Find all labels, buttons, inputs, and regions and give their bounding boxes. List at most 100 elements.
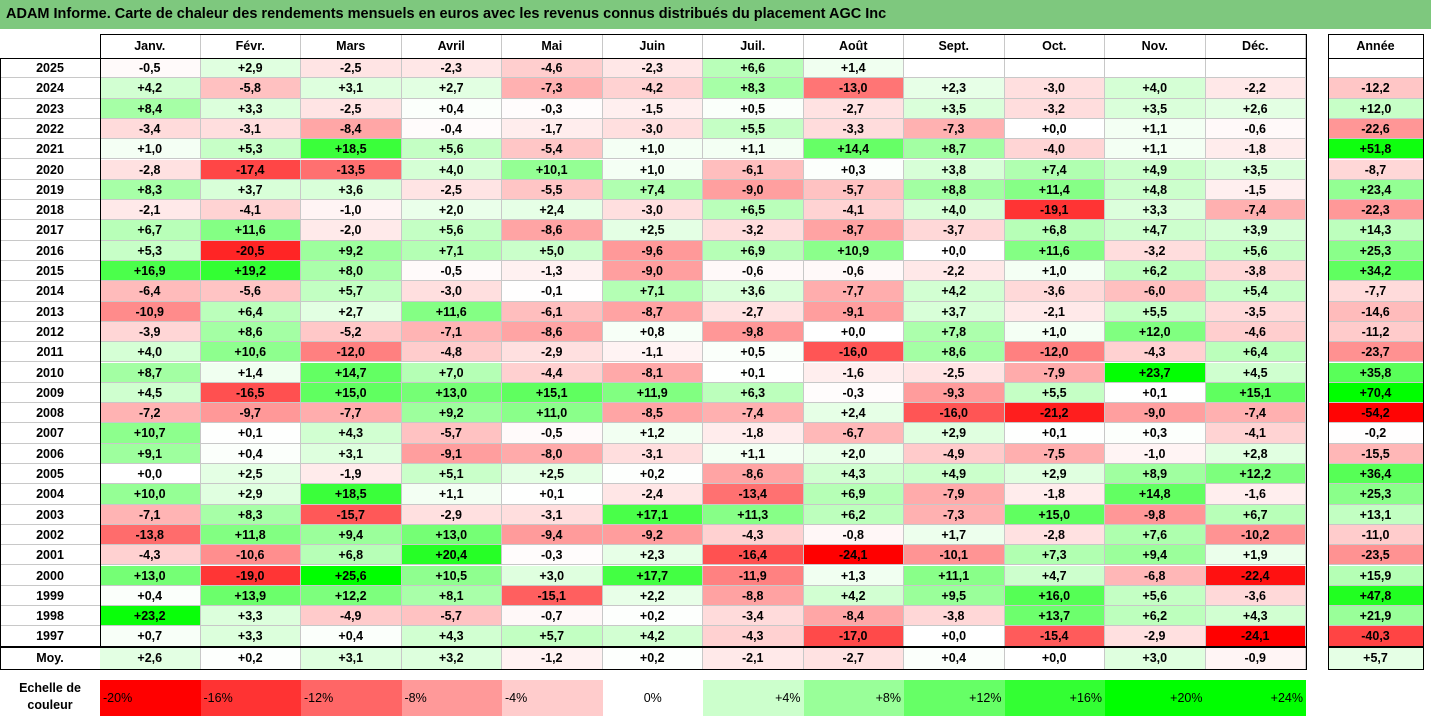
heatmap-cell: -2,8 [100,159,201,180]
heatmap-cell: +5,6 [1205,240,1306,261]
color-scale-step: +8% [803,680,904,716]
heatmap-cell: -2,0 [301,220,402,241]
heatmap-cell: +20,4 [401,545,502,566]
heatmap-cell: +4,0 [904,200,1005,221]
heatmap-cell: +14,8 [1105,484,1206,505]
heatmap-cell: -12,0 [1004,342,1105,363]
heatmap-cell: -1,8 [1205,139,1306,160]
heatmap-cell: -3,1 [602,443,703,464]
heatmap-cell: -2,5 [904,362,1005,383]
annual-cell: -7,7 [1328,281,1424,302]
heatmap-cell: -1,8 [1004,484,1105,505]
heatmap-cell: +2,9 [200,484,301,505]
heatmap-cell: +7,4 [602,179,703,201]
annual-cell: +13,1 [1328,504,1424,525]
annual-cell: +35,8 [1328,362,1424,383]
heatmap-cell: -17,4 [200,159,301,180]
heatmap-cell: -5,7 [401,423,502,444]
heatmap-cell: +5,6 [401,220,502,241]
heatmap-cell: -5,5 [502,179,603,201]
heatmap-cell: +1,1 [401,484,502,505]
heatmap-cell: +3,3 [200,626,301,647]
row-year-label: 2015 [0,261,100,282]
heatmap-cell: +2,3 [602,545,703,566]
heatmap-cell: +0,2 [602,464,703,485]
heatmap-cell: -2,1 [1004,301,1105,322]
heatmap-cell: +3,5 [904,98,1005,119]
heatmap-cell: +4,5 [100,382,201,404]
heatmap-cell: -4,9 [904,443,1005,464]
annual-cell: -15,5 [1328,443,1424,464]
heatmap-cell: +9,4 [1105,545,1206,566]
heatmap-cell: +3,6 [301,179,402,201]
heatmap-cell: -8,6 [502,321,603,343]
heatmap-cell: -2,9 [401,504,502,525]
heatmap-cell: +5,1 [401,464,502,485]
heatmap-cell: +6,7 [1205,504,1306,525]
heatmap-cell: +5,3 [200,139,301,160]
heatmap-cell: -24,1 [803,545,904,566]
heatmap-cell: -8,1 [602,362,703,383]
heatmap-cell: +0,1 [1004,423,1105,444]
heatmap-cell: -1,5 [602,98,703,119]
heatmap-cell: +5,4 [1205,281,1306,302]
average-cell: +3,1 [301,646,402,670]
average-cell: -1,2 [502,646,603,670]
heatmap-cell: -0,3 [502,98,603,119]
heatmap-cell: +16,0 [1004,585,1105,607]
annual-cell: +36,4 [1328,464,1424,485]
color-scale-label-line2: couleur [27,698,73,712]
color-scale-step: +24% [1205,680,1306,716]
heatmap-cell: +25,6 [301,565,402,586]
heatmap-cell: -9,4 [502,524,603,546]
heatmap-cell: +0,1 [703,362,804,383]
heatmap-cell: -10,9 [100,301,201,322]
heatmap-cell: +0,4 [301,626,402,647]
heatmap-cell: +10,0 [100,484,201,505]
heatmap-cell: -6,0 [1105,281,1206,302]
annual-cell: -14,6 [1328,301,1424,322]
color-scale-step: -12% [301,680,402,716]
heatmap-cell: +14,7 [301,362,402,383]
row-year-label: 2020 [0,160,100,180]
heatmap-cell: +11,4 [1004,179,1105,201]
heatmap-cell: +3,1 [301,78,402,99]
heatmap-cell: +7,8 [904,321,1005,343]
heatmap-cell: +12,0 [1105,321,1206,343]
row-year-label: 2024 [0,78,100,99]
heatmap-cell: -0,7 [502,606,603,627]
heatmap-cell: +3,7 [200,179,301,201]
heatmap-cell: -6,4 [100,281,201,302]
average-cell: +0,2 [602,646,703,670]
annual-cell: +23,4 [1328,179,1424,201]
heatmap-cell: +0,1 [502,484,603,505]
heatmap-cell: -2,8 [1004,524,1105,546]
heatmap-cell: -3,8 [904,606,1005,627]
heatmap-cell: -13,8 [100,524,201,546]
average-cell: -2,7 [803,646,904,670]
heatmap-cell: +10,9 [803,240,904,261]
heatmap-cell: -9,0 [1105,403,1206,424]
heatmap-cell: +0,3 [803,159,904,180]
heatmap-cell: +6,6 [703,58,804,79]
heatmap-cell: -8,7 [803,220,904,241]
column-header: Janv. [100,34,201,58]
heatmap-cell: +0,2 [602,606,703,627]
heatmap-cell: -3,1 [200,118,301,140]
heatmap-cell: -9,3 [904,382,1005,404]
heatmap-cell: -0,3 [502,545,603,566]
heatmap-cell: -3,9 [100,321,201,343]
heatmap-cell: -3,7 [904,220,1005,241]
heatmap-cell: +5,7 [301,281,402,302]
heatmap-cell: -0,1 [502,281,603,302]
heatmap-cell: +3,0 [502,565,603,586]
heatmap-cell: -4,3 [703,524,804,546]
heatmap-cell: -1,0 [301,200,402,221]
heatmap-cell: +2,5 [602,220,703,241]
heatmap-cell: -3,5 [1205,301,1306,322]
heatmap-cell: -2,2 [1205,78,1306,99]
heatmap-cell: -8,7 [602,301,703,322]
heatmap-cell: +0,0 [100,464,201,485]
row-year-label: 1998 [0,606,100,627]
heatmap-cell: -1,8 [703,423,804,444]
